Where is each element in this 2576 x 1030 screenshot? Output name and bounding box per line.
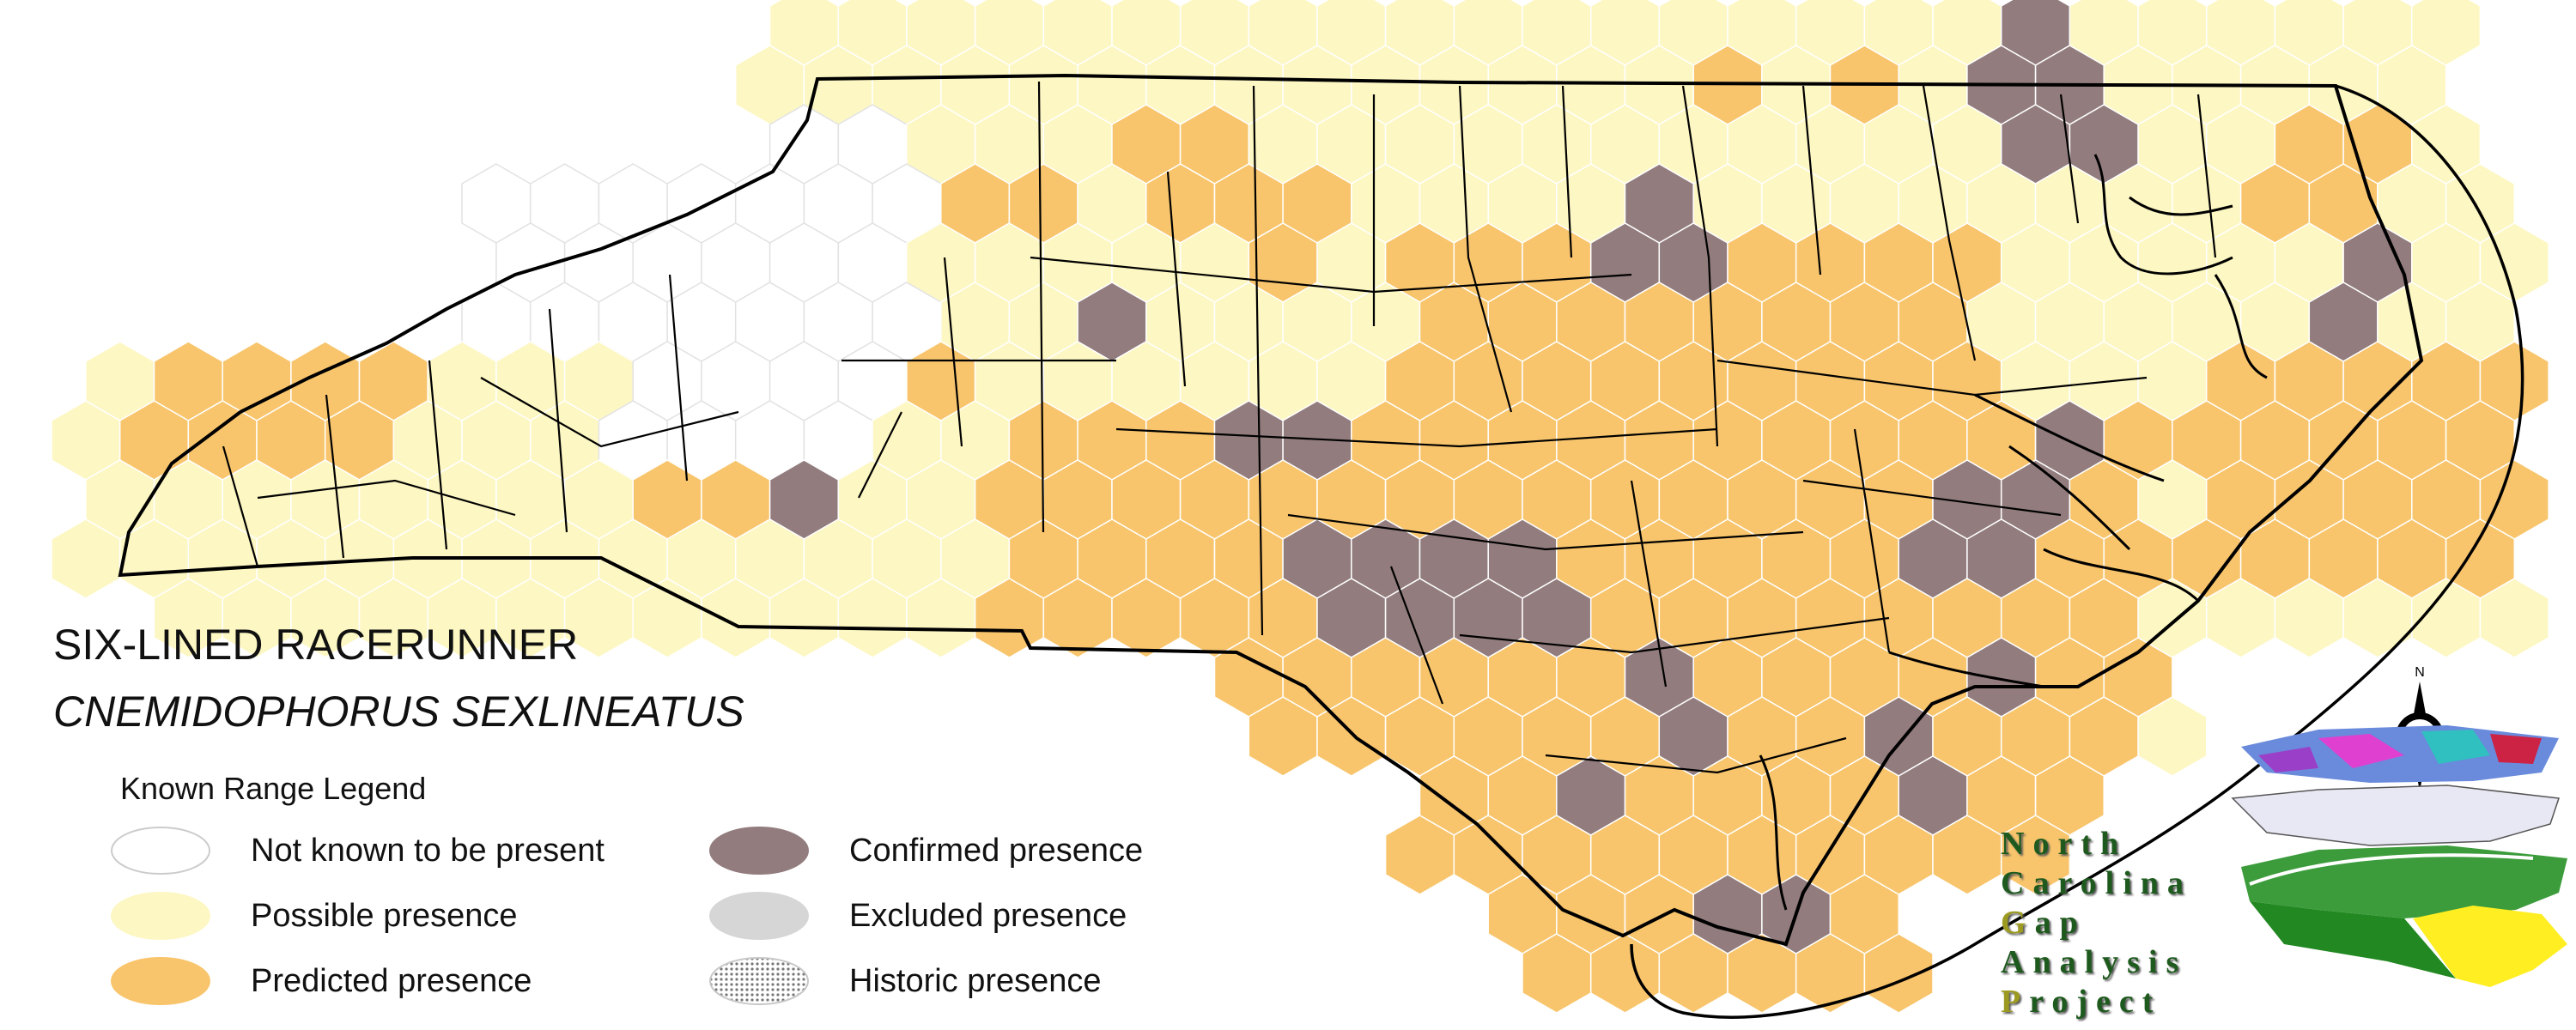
brand-rest: nalysis (2032, 944, 2188, 980)
gap-logo-image (2231, 725, 2567, 987)
species-scientific-name: CNEMIDOPHORUS SEXLINEATUS (53, 688, 744, 736)
legend-swatch-excluded (709, 892, 809, 940)
legend-swatch-not (111, 827, 210, 875)
map-title: SIX-LINED RACERUNNER (53, 621, 579, 669)
legend-swatch-possible (111, 892, 210, 940)
legend-title: Known Range Legend (120, 771, 427, 806)
brand-initial: A (2001, 944, 2033, 980)
legend-label: Predicted presence (251, 962, 532, 999)
brand-line: Project (2001, 982, 2192, 1021)
brand-initial: N (2001, 826, 2033, 862)
legend-label: Possible presence (251, 897, 518, 934)
project-name-logo: North Carolina Gap Analysis Project (2001, 824, 2192, 1021)
brand-rest: orth (2032, 826, 2128, 862)
brand-initial: G (2001, 905, 2035, 941)
legend-item-predicted: Predicted presence (110, 956, 532, 1006)
brand-line: Carolina (2001, 863, 2192, 903)
legend-item-not: Not known to be present (110, 826, 605, 876)
legend-label: Historic presence (849, 962, 1102, 999)
legend-label: Confirmed presence (849, 832, 1144, 869)
brand-rest: arolina (2032, 865, 2192, 901)
state-outline (118, 73, 2424, 947)
coastal-sounds (1759, 154, 2268, 911)
legend-item-excluded: Excluded presence (708, 891, 1127, 941)
hex-cell-possible (2137, 696, 2208, 777)
compass-n-label: N (2415, 665, 2425, 680)
brand-line: Gap (2001, 903, 2192, 942)
legend-item-confirmed: Confirmed presence (708, 826, 1143, 876)
hex-cell-predicted (2000, 815, 2071, 895)
brand-initial: C (2001, 865, 2033, 901)
legend-label: Excluded presence (849, 897, 1127, 934)
legend-label: Not known to be present (251, 832, 605, 869)
brand-rest: roject (2029, 984, 2162, 1020)
brand-rest: ap (2034, 905, 2087, 941)
brand-line: Analysis (2001, 942, 2192, 982)
legend-swatch-confirmed (709, 827, 809, 875)
hex-cell-possible (2479, 578, 2549, 658)
legend-item-historic: Historic presence (708, 956, 1102, 1006)
brand-initial: P (2001, 984, 2030, 1020)
brand-line: North (2001, 824, 2192, 863)
hexagon-grid (51, 0, 2549, 1014)
legend-swatch-historic (709, 957, 809, 1005)
legend-swatch-predicted (111, 957, 210, 1005)
county-boundaries (222, 81, 2217, 774)
legend-item-possible: Possible presence (110, 891, 518, 941)
